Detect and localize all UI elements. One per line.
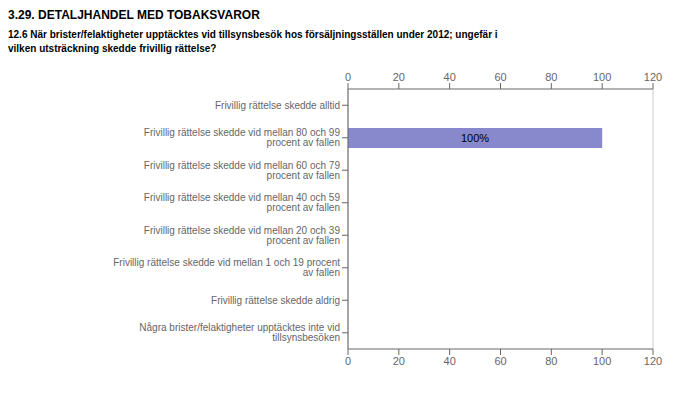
svg-text:Frivillig rättelse skedde vid: Frivillig rättelse skedde vid mellan 60 … [144, 160, 341, 181]
svg-text:60: 60 [494, 355, 506, 367]
html-text:3.29. DETALJHANDEL MED TOBAKSV: 3.29. DETALJHANDEL MED TOBAKSVAROR [8, 8, 260, 22]
html-text:12.6 När brister/felaktigheter: 12.6 När brister/felaktigheter upptäckte… [8, 29, 498, 54]
svg-text:120: 120 [644, 355, 662, 367]
svg-text:80: 80 [545, 71, 557, 83]
svg-text:Frivillig rättelse skedde vid: Frivillig rättelse skedde vid mellan 40 … [144, 192, 341, 213]
svg-text:Frivillig rättelse skedde vid: Frivillig rättelse skedde vid mellan 20 … [144, 225, 341, 246]
svg-text:Frivillig rättelse skedde vid: Frivillig rättelse skedde vid mellan 80 … [144, 127, 341, 148]
svg-text:100: 100 [593, 71, 611, 83]
svg-text:100%: 100% [461, 132, 489, 144]
svg-text:Frivillig rättelse skedde allt: Frivillig rättelse skedde alltid [215, 100, 340, 111]
svg-text:60: 60 [494, 71, 506, 83]
svg-text:40: 40 [444, 71, 456, 83]
svg-text:Frivillig rättelse skedde vid: Frivillig rättelse skedde vid mellan 1 o… [113, 257, 340, 278]
svg-text:0: 0 [345, 355, 351, 367]
svg-text:0: 0 [345, 71, 351, 83]
svg-text:20: 20 [393, 355, 405, 367]
svg-text:Frivillig rättelse skedde aldr: Frivillig rättelse skedde aldrig [211, 295, 340, 306]
svg-text:40: 40 [444, 355, 456, 367]
svg-text:120: 120 [644, 71, 662, 83]
svg-text:20: 20 [393, 71, 405, 83]
svg-text:80: 80 [545, 355, 557, 367]
svg-text:Några brister/felaktigheter up: Några brister/felaktigheter upptäcktes i… [139, 322, 340, 343]
svg-text:100: 100 [593, 355, 611, 367]
